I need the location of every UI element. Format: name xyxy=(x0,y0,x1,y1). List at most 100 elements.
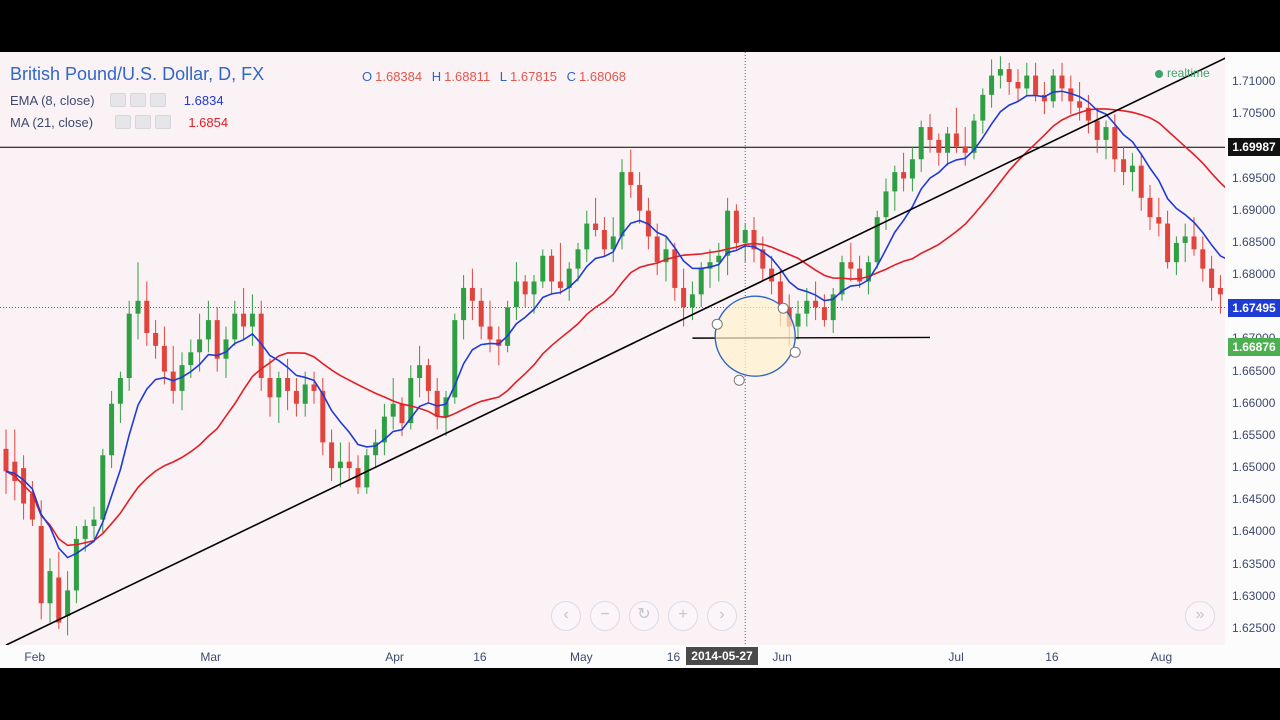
candle-body xyxy=(1156,217,1162,224)
candle-body xyxy=(505,307,511,346)
price-axis-label: 1.69000 xyxy=(1232,202,1276,217)
candle-body xyxy=(1024,75,1030,89)
indicator-ema-value: 1.6834 xyxy=(183,93,224,108)
candle-body xyxy=(38,526,44,604)
chart-legend-title: British Pound/U.S. Dollar, D, FX xyxy=(10,64,264,85)
candle-body xyxy=(804,300,810,314)
candle-body xyxy=(575,249,581,269)
candle-body xyxy=(637,184,643,211)
candle-body xyxy=(1173,242,1179,263)
candle-body xyxy=(258,313,264,379)
candle-body xyxy=(1138,165,1144,198)
chart-plot-area[interactable] xyxy=(0,52,1225,645)
time-axis-label: Jun xyxy=(772,650,792,664)
candle-body xyxy=(3,448,9,472)
candle-body xyxy=(47,571,53,604)
candle-body xyxy=(29,493,35,520)
candle-body xyxy=(1191,236,1197,250)
price-axis-label: 1.68000 xyxy=(1232,267,1276,282)
time-axis-label: Jul xyxy=(948,650,964,664)
candle-body xyxy=(769,268,775,282)
price-axis-label: 1.62500 xyxy=(1232,621,1276,635)
eye-icon[interactable] xyxy=(114,115,131,130)
candle-body xyxy=(698,268,704,295)
candle-body xyxy=(777,281,783,308)
scroll-right-button[interactable]: › xyxy=(707,601,737,631)
candle-body xyxy=(1147,197,1153,218)
candle-body xyxy=(557,281,563,288)
trendline xyxy=(5,57,1225,645)
price-chart[interactable] xyxy=(0,52,1225,645)
candle-body xyxy=(725,210,731,256)
zoom-out-button[interactable]: − xyxy=(590,601,620,631)
candle-body xyxy=(469,287,475,301)
ohlc-low-value: 1.67815 xyxy=(510,69,558,84)
candle-body xyxy=(223,339,229,359)
scroll-left-button[interactable]: ‹ xyxy=(551,601,581,631)
candle-body xyxy=(1182,236,1188,243)
symbol-title[interactable]: British Pound/U.S. Dollar, D, FX xyxy=(10,64,265,84)
candle-body xyxy=(830,294,836,321)
ohlc-open-key: O xyxy=(362,69,373,84)
price-axis-label: 1.69500 xyxy=(1232,170,1276,185)
price-tag: 1.66876 xyxy=(1228,338,1280,357)
candle-body xyxy=(100,455,106,520)
candle-body xyxy=(197,339,203,353)
indicator-row-ma[interactable]: MA (21, close) 1.6854 xyxy=(10,115,228,132)
candle-body xyxy=(1050,75,1056,102)
candle-body xyxy=(232,313,238,340)
close-icon[interactable] xyxy=(150,93,167,108)
candle-body xyxy=(909,159,915,179)
zoom-in-button[interactable]: + xyxy=(668,601,698,631)
candle-body xyxy=(742,230,748,243)
candle-body xyxy=(117,378,123,404)
price-axis-label: 1.65000 xyxy=(1232,460,1276,475)
close-icon[interactable] xyxy=(154,115,171,130)
candle-body xyxy=(513,281,519,308)
candle-body xyxy=(601,230,607,250)
candle-body xyxy=(1217,287,1223,295)
candle-body xyxy=(267,378,273,398)
gear-icon[interactable] xyxy=(130,93,147,108)
candle-body xyxy=(892,172,898,192)
candle-body xyxy=(73,538,79,591)
candle-body xyxy=(1006,69,1012,82)
price-axis-label: 1.65500 xyxy=(1232,427,1276,442)
candle-body xyxy=(1068,88,1074,102)
candle-body xyxy=(214,320,220,359)
price-axis-label: 1.68500 xyxy=(1232,234,1276,249)
candle-body xyxy=(373,442,379,456)
candle-body xyxy=(672,249,678,288)
candle-body xyxy=(610,236,616,250)
candle-body xyxy=(549,255,555,282)
candle-body xyxy=(12,461,18,481)
reset-button[interactable]: ↻ xyxy=(629,601,659,631)
candle-body xyxy=(144,300,150,333)
candle-body xyxy=(65,590,71,617)
time-axis-label: Aug xyxy=(1150,650,1173,664)
candle-body xyxy=(619,172,625,237)
candle-body xyxy=(91,519,97,527)
candle-body xyxy=(1209,268,1215,288)
candle-body xyxy=(329,442,335,469)
candle-body xyxy=(337,461,343,469)
candle-body xyxy=(355,468,361,488)
candle-body xyxy=(346,461,352,469)
candle-body xyxy=(241,313,247,327)
price-axis-label: 1.63000 xyxy=(1232,588,1276,603)
indicator-row-ema[interactable]: EMA (8, close) 1.6834 xyxy=(10,93,224,110)
candle-body xyxy=(927,127,933,140)
indicator-ema-label: EMA (8, close) xyxy=(10,93,95,108)
gear-icon[interactable] xyxy=(134,115,151,130)
ohlc-close-value: 1.68068 xyxy=(579,69,627,84)
candle-body xyxy=(1077,101,1083,108)
price-axis-label: 1.64000 xyxy=(1232,524,1276,539)
go-to-realtime-button[interactable]: » xyxy=(1185,601,1215,631)
time-axis-label: Feb xyxy=(24,650,46,664)
candle-body xyxy=(135,300,141,314)
eye-icon[interactable] xyxy=(110,93,127,108)
candle-body xyxy=(821,307,827,321)
candle-body xyxy=(434,390,440,417)
candle-body xyxy=(1033,75,1039,95)
candle-body xyxy=(918,127,924,160)
